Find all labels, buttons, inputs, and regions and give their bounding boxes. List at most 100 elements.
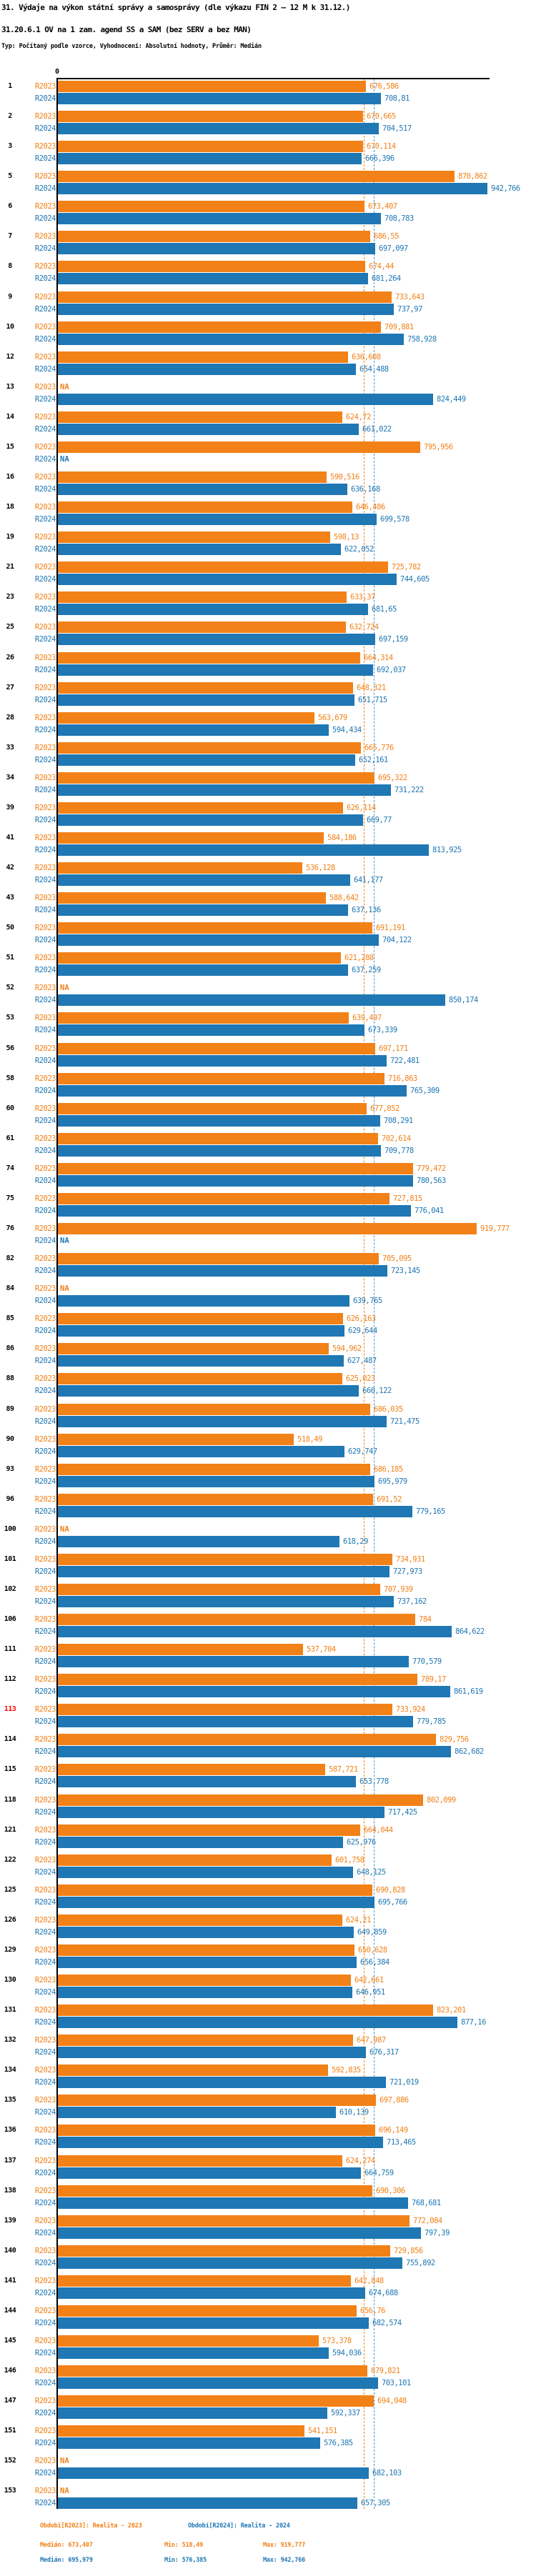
bar-r2024-7 bbox=[58, 243, 375, 254]
row-151-label-r2023: R2023 bbox=[34, 2427, 56, 2435]
row-53-label-r2024: R2024 bbox=[34, 1026, 56, 1034]
row-number-2: 2 bbox=[8, 112, 12, 120]
row-number-76: 76 bbox=[6, 1224, 14, 1232]
row-100-label-r2023: R2023 bbox=[34, 1525, 56, 1534]
value-r2023-147: 694,048 bbox=[377, 2397, 407, 2405]
value-r2024-122: 648,125 bbox=[357, 1868, 386, 1877]
row-number-61: 61 bbox=[6, 1134, 14, 1142]
value-r2024-135: 610,139 bbox=[339, 2108, 369, 2117]
bar-r2024-114 bbox=[58, 1746, 451, 1757]
bar-r2024-10 bbox=[58, 334, 404, 345]
value-r2024-9: 737,97 bbox=[397, 305, 422, 314]
value-r2024-43: 637,136 bbox=[352, 906, 381, 914]
row-90-label-r2023: R2023 bbox=[34, 1435, 56, 1444]
value-r2024-138: 768,681 bbox=[412, 2199, 441, 2207]
row-number-130: 130 bbox=[4, 1976, 16, 1984]
row-number-12: 12 bbox=[6, 353, 14, 361]
row-number-19: 19 bbox=[6, 533, 14, 541]
bar-r2023-76 bbox=[58, 1223, 477, 1234]
bar-r2023-58 bbox=[58, 1073, 384, 1084]
row-number-126: 126 bbox=[4, 1916, 16, 1924]
na-r2023-100: NA bbox=[60, 1525, 69, 1534]
value-r2023-111: 537,704 bbox=[307, 1645, 336, 1654]
bar-r2023-43 bbox=[58, 892, 326, 904]
value-r2023-136: 696,149 bbox=[379, 2126, 408, 2135]
row-number-111: 111 bbox=[4, 1645, 16, 1653]
row-number-9: 9 bbox=[8, 293, 12, 301]
bar-r2024-139 bbox=[58, 2227, 421, 2239]
row-number-152: 152 bbox=[4, 2457, 16, 2465]
row-135-label-r2024: R2024 bbox=[34, 2108, 56, 2117]
row-number-1: 1 bbox=[8, 82, 12, 90]
bar-r2024-8 bbox=[58, 273, 368, 284]
value-r2024-51: 637,259 bbox=[352, 966, 381, 974]
value-r2024-102: 737,162 bbox=[397, 1597, 427, 1606]
bar-r2023-82 bbox=[58, 1253, 379, 1264]
bar-r2024-28 bbox=[58, 724, 329, 736]
value-r2024-152: 682,103 bbox=[372, 2469, 402, 2477]
row-53-label-r2023: R2023 bbox=[34, 1014, 56, 1022]
row-14-label-r2024: R2024 bbox=[34, 425, 56, 434]
value-r2023-7: 686,55 bbox=[374, 232, 399, 241]
row-144-label-r2024: R2024 bbox=[34, 2319, 56, 2327]
bar-r2024-125 bbox=[58, 1897, 374, 1908]
row-113-label-r2023: R2023 bbox=[34, 1705, 56, 1714]
bar-r2023-2 bbox=[58, 111, 363, 122]
row-15-label-r2023: R2023 bbox=[34, 443, 56, 451]
row-58-label-r2023: R2023 bbox=[34, 1074, 56, 1083]
row-140-label-r2024: R2024 bbox=[34, 2259, 56, 2267]
value-r2024-52: 850,174 bbox=[449, 996, 478, 1004]
row-130-label-r2024: R2024 bbox=[34, 1988, 56, 1997]
row-number-60: 60 bbox=[6, 1104, 14, 1112]
value-r2024-19: 622,052 bbox=[344, 545, 374, 554]
value-r2024-5: 942,766 bbox=[491, 184, 520, 193]
row-9-label-r2023: R2023 bbox=[34, 293, 56, 301]
row-136-label-r2024: R2024 bbox=[34, 2138, 56, 2147]
value-r2023-3: 670,114 bbox=[367, 142, 396, 151]
bar-r2023-12 bbox=[58, 351, 348, 363]
bar-r2023-139 bbox=[58, 2215, 410, 2227]
value-r2024-7: 697,097 bbox=[379, 244, 408, 253]
row-28-label-r2023: R2023 bbox=[34, 714, 56, 722]
value-r2024-101: 727,973 bbox=[393, 1567, 422, 1576]
value-r2024-28: 594,434 bbox=[332, 726, 362, 734]
bar-r2024-84 bbox=[58, 1295, 349, 1307]
row-number-25: 25 bbox=[6, 623, 14, 631]
row-144-label-r2023: R2023 bbox=[34, 2307, 56, 2315]
bar-r2024-82 bbox=[58, 1265, 387, 1277]
value-r2023-101: 734,931 bbox=[396, 1555, 425, 1564]
bar-r2024-18 bbox=[58, 514, 377, 525]
row-147-label-r2023: R2023 bbox=[34, 2397, 56, 2405]
row-number-5: 5 bbox=[8, 172, 12, 180]
value-r2023-88: 625,023 bbox=[346, 1374, 375, 1383]
bar-r2024-85 bbox=[58, 1325, 344, 1337]
bar-r2024-106 bbox=[58, 1626, 452, 1637]
row-number-28: 28 bbox=[6, 714, 14, 722]
value-r2024-111: 770,579 bbox=[412, 1657, 442, 1666]
row-115-label-r2024: R2024 bbox=[34, 1777, 56, 1786]
value-r2023-43: 588,642 bbox=[329, 894, 359, 902]
bar-r2023-19 bbox=[58, 531, 330, 543]
row-number-132: 132 bbox=[4, 2036, 16, 2044]
row-134-label-r2023: R2023 bbox=[34, 2066, 56, 2075]
row-number-52: 52 bbox=[6, 984, 14, 992]
row-number-136: 136 bbox=[4, 2126, 16, 2134]
value-r2023-58: 716,863 bbox=[388, 1074, 417, 1083]
row-18-label-r2024: R2024 bbox=[34, 515, 56, 524]
value-r2023-15: 795,956 bbox=[424, 443, 453, 451]
value-r2024-26: 692,037 bbox=[377, 666, 406, 674]
bar-r2023-147 bbox=[58, 2395, 374, 2407]
bar-r2023-16 bbox=[58, 471, 327, 483]
row-2-label-r2023: R2023 bbox=[34, 112, 56, 121]
row-12-label-r2023: R2023 bbox=[34, 353, 56, 361]
chart-title: 31. Výdaje na výkon státní správy a samo… bbox=[1, 3, 350, 12]
row-number-101: 101 bbox=[4, 1555, 16, 1563]
row-60-label-r2023: R2023 bbox=[34, 1104, 56, 1113]
bar-r2023-7 bbox=[58, 231, 370, 242]
value-r2024-13: 824,449 bbox=[437, 395, 466, 404]
value-r2023-41: 584,186 bbox=[327, 834, 357, 842]
row-21-label-r2023: R2023 bbox=[34, 563, 56, 571]
bar-r2023-93 bbox=[58, 1464, 370, 1475]
row-139-label-r2023: R2023 bbox=[34, 2217, 56, 2225]
bar-r2024-121 bbox=[58, 1837, 343, 1848]
